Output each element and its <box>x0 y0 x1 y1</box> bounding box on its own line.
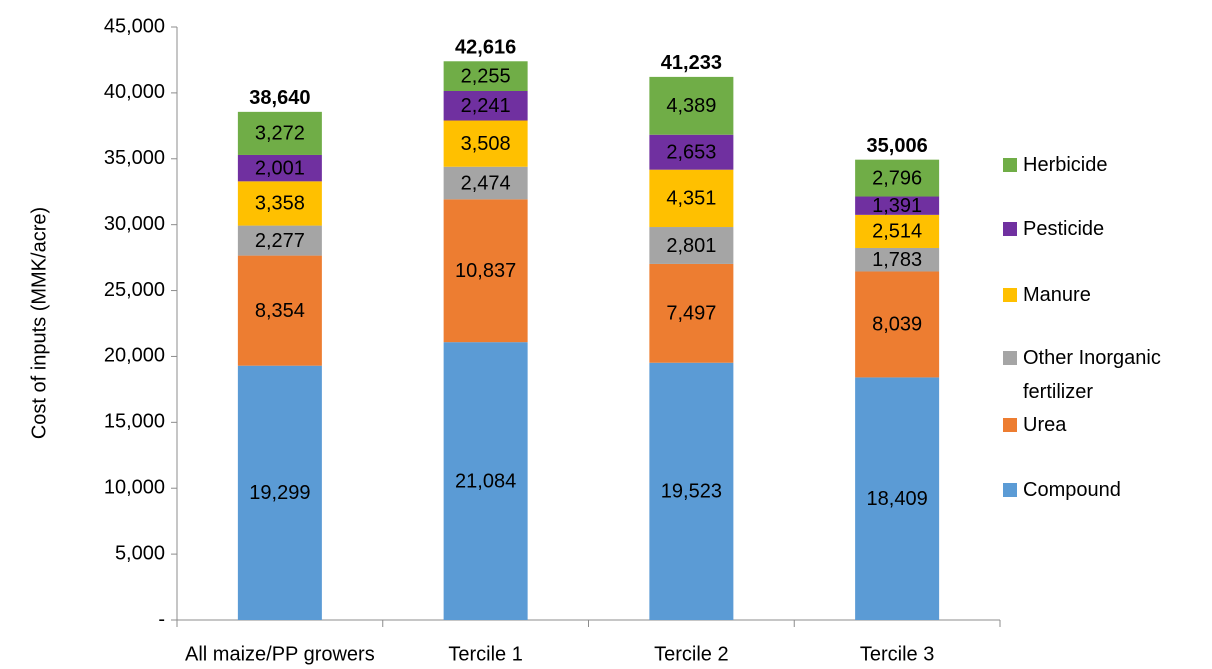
bar-segment <box>443 199 528 343</box>
data-label: 2,796 <box>872 167 922 189</box>
legend-label: Urea <box>1023 414 1067 436</box>
bar-segment <box>237 154 322 182</box>
x-tick-label: Tercile 1 <box>448 643 522 665</box>
bar-segment <box>855 159 940 197</box>
data-label: 2,241 <box>461 95 511 117</box>
x-tick-label: All maize/PP growers <box>185 643 375 665</box>
y-tick-label: 15,000 <box>104 411 165 433</box>
data-label: 4,351 <box>666 188 716 210</box>
y-axis-label: Cost of inputs (MMK/acre) <box>28 207 50 439</box>
y-tick-label: 5,000 <box>115 542 165 564</box>
y-tick-label: 10,000 <box>104 477 165 499</box>
data-label: 19,299 <box>249 482 310 504</box>
data-label: 8,039 <box>872 314 922 336</box>
bar-segment <box>443 342 528 620</box>
data-label: 3,508 <box>461 133 511 155</box>
y-tick-label: 40,000 <box>104 81 165 103</box>
bar-segment <box>649 76 734 135</box>
total-label: 38,640 <box>249 87 310 109</box>
legend-item: Compound <box>1003 473 1173 507</box>
bar-segment <box>237 255 322 366</box>
bar-segment <box>237 225 322 256</box>
bar-segment <box>649 362 734 620</box>
bar-segment <box>237 111 322 155</box>
bar-segment <box>855 377 940 620</box>
data-label: 2,514 <box>872 221 922 243</box>
data-label: 7,497 <box>666 303 716 325</box>
bar-segment <box>237 181 322 226</box>
legend-swatch <box>1003 418 1017 432</box>
data-label: 10,837 <box>455 260 516 282</box>
legend-item: Pesticide <box>1003 212 1173 246</box>
x-tick-label: Tercile 3 <box>860 643 934 665</box>
legend-label: Herbicide <box>1023 154 1108 176</box>
legend-swatch <box>1003 288 1017 302</box>
data-label: 2,474 <box>461 172 511 194</box>
legend-swatch <box>1003 222 1017 236</box>
y-tick-label: 25,000 <box>104 279 165 301</box>
total-label: 42,616 <box>455 37 516 59</box>
data-label: 1,783 <box>872 249 922 271</box>
bar-segment <box>443 90 528 121</box>
legend-item: Manure <box>1003 278 1173 312</box>
y-tick-label: 20,000 <box>104 345 165 367</box>
legend-item: Other Inorganic fertilizer <box>1003 341 1173 409</box>
data-label: 2,653 <box>666 141 716 163</box>
legend-label: Manure <box>1023 284 1091 306</box>
legend-item: Herbicide <box>1003 148 1173 182</box>
y-tick-label: 30,000 <box>104 213 165 235</box>
data-label: 2,255 <box>461 65 511 87</box>
bar-segment <box>855 271 940 378</box>
data-label: 2,801 <box>666 235 716 257</box>
total-label: 35,006 <box>867 135 928 157</box>
bar-segment <box>443 120 528 167</box>
data-label: 18,409 <box>867 488 928 510</box>
data-label: 21,084 <box>455 470 516 492</box>
bar-segment <box>443 166 528 200</box>
data-label: 19,523 <box>661 481 722 503</box>
bar-segment <box>649 227 734 264</box>
bar-segment <box>855 214 940 248</box>
data-label: 3,272 <box>255 123 305 145</box>
x-tick-label: Tercile 2 <box>654 643 728 665</box>
data-label: 1,391 <box>872 195 922 217</box>
y-tick-label: 35,000 <box>104 147 165 169</box>
legend-label: Pesticide <box>1023 218 1105 240</box>
bar-segment <box>237 365 322 620</box>
data-label: 4,389 <box>666 95 716 117</box>
data-label: 2,001 <box>255 157 305 179</box>
legend-label: Other Inorganic fertilizer <box>1023 347 1161 403</box>
data-label: 2,277 <box>255 230 305 252</box>
total-label: 41,233 <box>661 52 722 74</box>
legend-label: Compound <box>1023 479 1121 501</box>
bar-segment <box>443 61 528 91</box>
bar-segment <box>649 169 734 228</box>
legend-swatch <box>1003 158 1017 172</box>
data-label: 3,358 <box>255 193 305 215</box>
legend-swatch <box>1003 351 1017 365</box>
bar-segment <box>855 196 940 215</box>
bar-segment <box>649 134 734 170</box>
bar-segment <box>649 263 734 363</box>
legend-item: Urea <box>1003 408 1173 442</box>
data-label: 8,354 <box>255 300 305 322</box>
bar-segment <box>855 247 940 272</box>
y-tick-label: 45,000 <box>104 15 165 37</box>
legend-swatch <box>1003 483 1017 497</box>
y-tick-label: - <box>158 608 165 630</box>
